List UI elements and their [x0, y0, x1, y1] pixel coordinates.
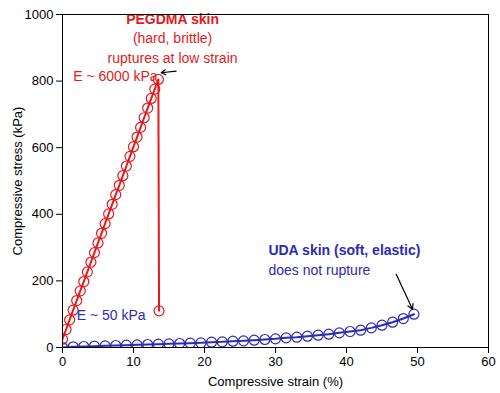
svg-text:PEGDMA skin: PEGDMA skin — [126, 11, 219, 27]
svg-text:Compressive stress (kPa): Compressive stress (kPa) — [10, 107, 25, 256]
svg-text:400: 400 — [32, 206, 54, 221]
svg-text:1000: 1000 — [25, 7, 54, 22]
svg-text:50: 50 — [410, 354, 424, 369]
svg-text:E ~ 6000 kPa: E ~ 6000 kPa — [73, 68, 158, 84]
svg-text:E ~ 50 kPa: E ~ 50 kPa — [77, 307, 146, 323]
svg-text:40: 40 — [339, 354, 353, 369]
svg-text:600: 600 — [32, 140, 54, 155]
svg-text:30: 30 — [268, 354, 282, 369]
svg-text:20: 20 — [197, 354, 211, 369]
svg-text:800: 800 — [32, 73, 54, 88]
svg-text:UDA skin (soft, elastic): UDA skin (soft, elastic) — [268, 242, 420, 258]
svg-text:200: 200 — [32, 273, 54, 288]
svg-text:0: 0 — [59, 354, 66, 369]
svg-text:60: 60 — [481, 354, 495, 369]
svg-text:does not rupture: does not rupture — [268, 262, 370, 278]
svg-text:10: 10 — [126, 354, 140, 369]
svg-text:0: 0 — [46, 340, 53, 355]
svg-text:Compressive strain (%): Compressive strain (%) — [208, 374, 343, 389]
svg-text:ruptures at low strain: ruptures at low strain — [108, 50, 238, 66]
svg-text:(hard, brittle): (hard, brittle) — [133, 30, 212, 46]
